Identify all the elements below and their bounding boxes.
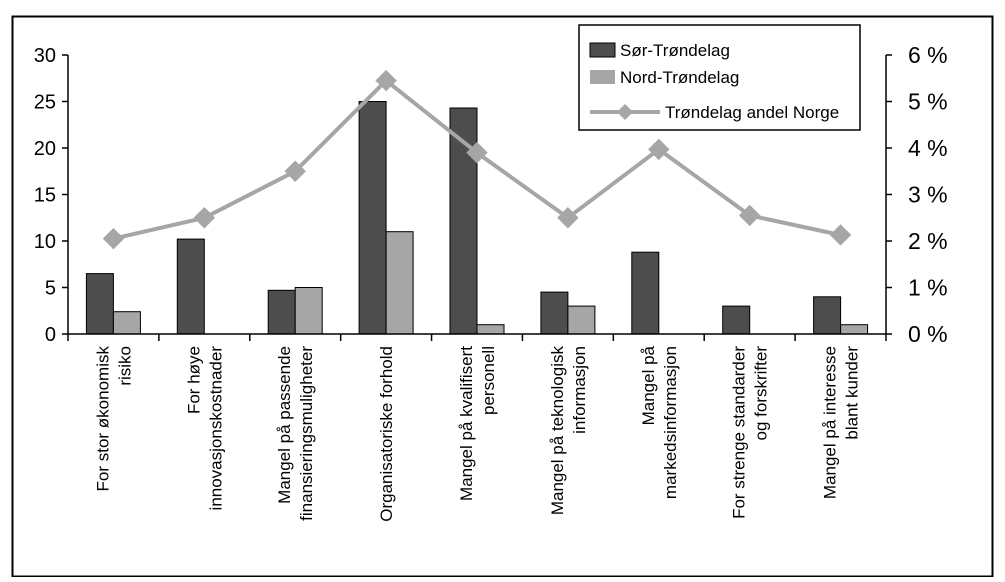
x-category-label-line: informasjon	[570, 346, 589, 434]
y-right-tick-label: 6 %	[908, 42, 948, 68]
bar-nord-3	[385, 231, 414, 335]
legend: Sør-Trøndelag Nord-Trøndelag Trøndelag and…	[578, 24, 861, 131]
x-category-label-line: finansieringsmuligheter	[297, 346, 316, 521]
x-category-label-5: Mangel på teknologisk informasjon	[548, 346, 589, 516]
bar-nord-4	[476, 324, 505, 335]
y-left-tick-label: 25	[34, 92, 56, 114]
x-category-label-8: Mangel på interesse blant kunder	[821, 346, 862, 499]
y-left-tick-label: 15	[34, 185, 56, 207]
line-marker-5	[557, 207, 579, 229]
x-category-label-line: For stor økonomisk	[93, 346, 112, 492]
bar-sor-1	[176, 238, 205, 335]
x-category-label-line: og forskrifter	[752, 346, 771, 441]
x-category-label-line: Mangel på kvalifisert	[457, 346, 476, 501]
bar-sor-3	[358, 101, 387, 335]
y-left-tick-label: 30	[34, 45, 56, 67]
x-category-label-4: Mangel på kvalifisert personell	[457, 346, 498, 501]
x-category-label-0: For stor økonomisk risiko	[93, 346, 134, 492]
bar-sor-0	[85, 273, 114, 335]
x-category-label-7: For strenge standarder og forskrifter	[730, 346, 771, 519]
line-marker-8	[829, 224, 852, 246]
x-category-label-line: Mangel på	[639, 345, 658, 425]
bar-nord-2	[294, 287, 323, 335]
line-marker-6	[648, 138, 670, 161]
line-layer	[102, 69, 852, 250]
line-marker-2	[284, 160, 306, 182]
bar-sor-6	[631, 251, 660, 335]
bar-nord-0	[112, 311, 141, 335]
legend-swatch-1	[590, 70, 615, 84]
x-category-label-line: markedsinformasjon	[661, 346, 680, 499]
x-category-label-line: risiko	[115, 346, 134, 386]
x-category-label-line: Mangel på interesse	[821, 346, 840, 499]
x-category-label-3: Organisatoriske forhold	[377, 346, 396, 522]
bars-layer	[85, 101, 869, 335]
x-category-label-line: For strenge standarder	[730, 346, 749, 519]
line-marker-4	[466, 141, 488, 164]
y-right-tick-label: 1 %	[908, 275, 948, 301]
x-category-label-2: Mangel på passende finansieringsmulighete…	[275, 346, 316, 521]
bar-sor-2	[267, 289, 296, 335]
legend-swatch-0	[589, 42, 616, 58]
y-left-tick-label: 0	[45, 324, 56, 346]
legend-label-2: Trøndelag andel Norge	[665, 103, 839, 122]
x-category-label-6: Mangel på markedsinformasjon	[639, 345, 680, 499]
x-category-label-line: Mangel på passende	[275, 346, 294, 504]
bar-nord-5	[567, 305, 596, 335]
legend-label-1: Nord-Trøndelag	[620, 68, 739, 87]
y-right-tick-label: 4 %	[908, 135, 948, 161]
x-category-label-line: personell	[479, 346, 498, 415]
y-left-tick-label: 10	[34, 231, 56, 253]
y-left-tick-label: 5	[45, 278, 56, 300]
bar-sor-5	[540, 291, 569, 335]
y-right-tick-label: 5 %	[908, 89, 948, 115]
y-right-tick-label: 3 %	[908, 182, 948, 208]
x-category-label-line: blant kunder	[843, 346, 862, 440]
line-marker-3	[375, 69, 397, 92]
y-left-tick-label: 20	[34, 138, 56, 160]
y-right-tick-label: 2 %	[908, 228, 948, 254]
legend-label-0: Sør-Trøndelag	[620, 41, 730, 60]
bar-sor-7	[722, 305, 751, 335]
x-category-label-1: For høye innovasjonskostnader	[184, 346, 225, 511]
line-marker-7	[738, 204, 761, 227]
bar-sor-8	[813, 296, 842, 335]
x-category-label-line: Mangel på teknologisk	[548, 346, 567, 516]
x-category-label-line: Organisatoriske forhold	[377, 346, 396, 522]
y-right-tick-label: 0 %	[908, 321, 948, 347]
line-marker-0	[102, 227, 125, 250]
x-category-label-line: For høye	[184, 346, 203, 414]
axes-layer: 0 5 10 15 20 25 30 0 % 1 % 2 % 3 % 4 % 5 % 6 % For sto…	[34, 42, 948, 522]
line-marker-1	[193, 207, 216, 229]
bar-sor-4	[449, 107, 478, 335]
x-category-label-line: innovasjonskostnader	[206, 346, 225, 511]
legend-swatch-marker	[617, 104, 633, 120]
bar-nord-8	[840, 324, 869, 335]
